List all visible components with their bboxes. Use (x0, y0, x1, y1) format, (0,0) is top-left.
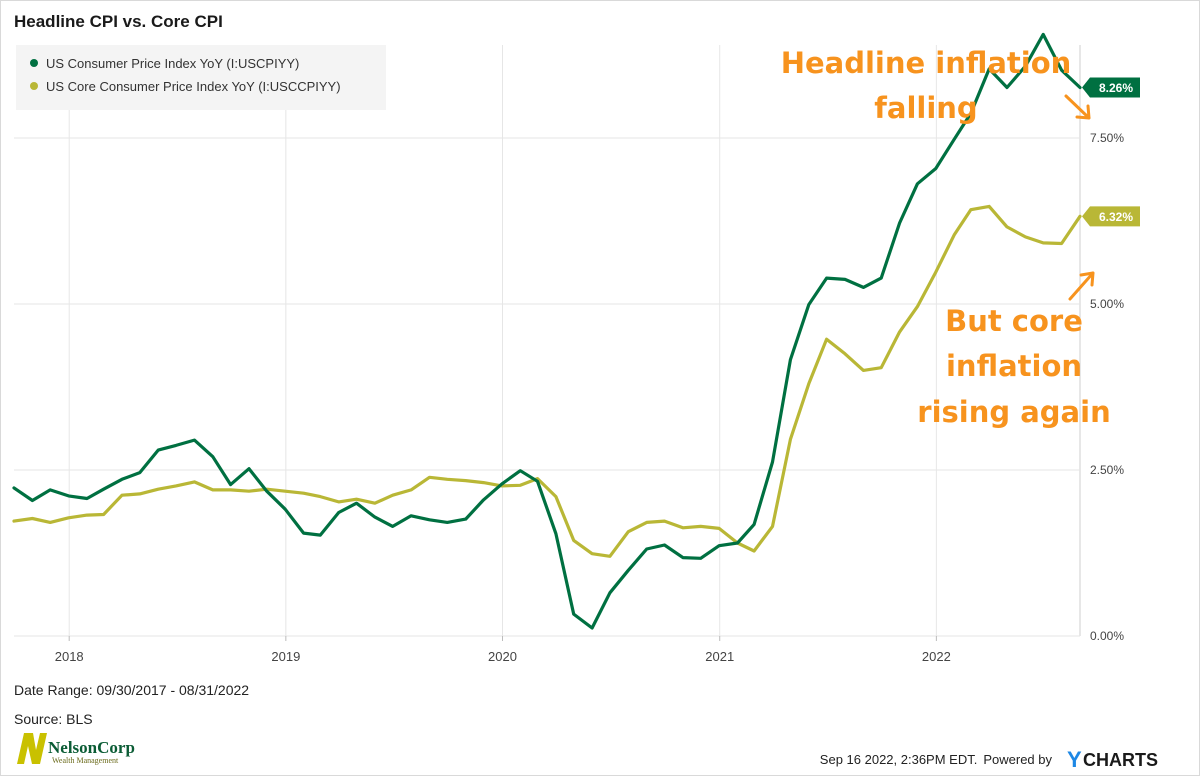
x-tick-label: 2018 (55, 649, 84, 664)
legend-label-core: US Core Consumer Price Index YoY (I:USCC… (46, 79, 341, 94)
nelsoncorp-logo: NelsonCorp Wealth Management (17, 733, 135, 765)
x-axis: 2018 2019 2020 2021 2022 (55, 636, 951, 664)
badge-core-cpi-label: 6.32% (1099, 210, 1133, 224)
legend-label-cpi: US Consumer Price Index YoY (I:USCPIYY) (46, 56, 299, 71)
annotation-headline-line1: Headline inflation (781, 46, 1072, 80)
annotation-core-line1: But core (945, 304, 1083, 338)
annotation-core: But core inflation rising again (917, 271, 1111, 429)
y-tick-label: 5.00% (1090, 297, 1124, 311)
annotation-headline-line2: falling (874, 91, 977, 125)
ycharts-y: Y (1067, 747, 1082, 772)
logo-mark-icon (17, 733, 47, 764)
logo-name: NelsonCorp (48, 738, 135, 757)
end-value-badges: 6.32% 8.26% (1082, 77, 1140, 227)
legend: US Consumer Price Index YoY (I:USCPIYY) … (16, 45, 386, 110)
legend-box (16, 45, 386, 110)
ycharts-wordmark: CHARTS (1083, 750, 1158, 770)
chart-title: Headline CPI vs. Core CPI (14, 12, 223, 31)
source: Source: BLS (14, 711, 93, 727)
badge-cpi (1082, 77, 1140, 98)
line-series-cpi (12, 32, 1082, 630)
logo-subtitle: Wealth Management (52, 756, 119, 765)
badge-core-cpi (1082, 206, 1140, 227)
y-axis: 0.00% 2.50% 5.00% 7.50% (1090, 131, 1124, 643)
timestamp: Sep 16 2022, 2:36PM EDT. Powered by (820, 752, 1053, 767)
legend-marker-cpi (30, 59, 38, 67)
x-tick-label: 2019 (271, 649, 300, 664)
y-tick-label: 0.00% (1090, 629, 1124, 643)
x-tick-label: 2020 (488, 649, 517, 664)
arrow-up-icon (1068, 271, 1095, 301)
annotation-core-line3: rising again (917, 395, 1110, 429)
line-series-core-cpi (12, 204, 1082, 558)
x-tick-label: 2021 (705, 649, 734, 664)
grid (14, 45, 1081, 637)
y-tick-label: 7.50% (1090, 131, 1124, 145)
legend-marker-core (30, 82, 38, 90)
ycharts-logo: Y CHARTS (1067, 747, 1158, 772)
series-lines (12, 32, 1082, 630)
badge-cpi-label: 8.26% (1099, 81, 1133, 95)
arrow-down-icon (1064, 94, 1091, 120)
annotation-headline: Headline inflation falling (781, 46, 1091, 125)
date-range: Date Range: 09/30/2017 - 08/31/2022 (14, 682, 249, 698)
x-tick-label: 2022 (922, 649, 951, 664)
y-tick-label: 2.50% (1090, 463, 1124, 477)
annotation-core-line2: inflation (946, 349, 1082, 383)
